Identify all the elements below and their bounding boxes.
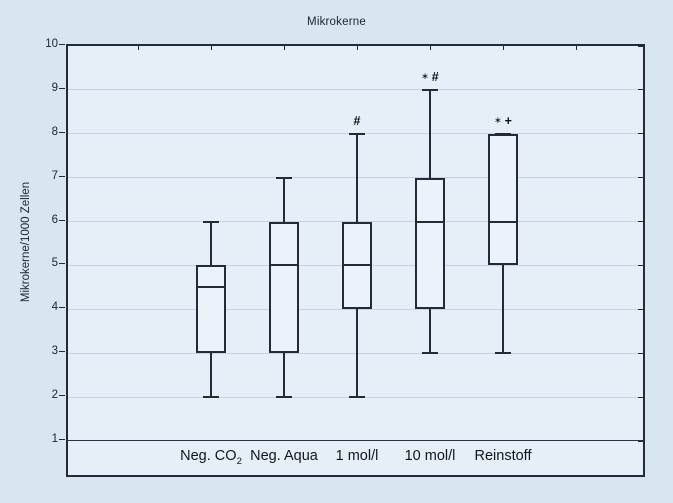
y-tick-mark-right (638, 133, 643, 135)
y-tick-mark-right (638, 308, 643, 310)
whisker-cap (495, 352, 511, 355)
asterisk-mark: ∗ (421, 70, 429, 81)
hash-mark: # (431, 69, 439, 84)
category-label: Neg. Aqua (250, 448, 318, 464)
x-tick-mark-top (502, 46, 504, 50)
y-tick-mark-right (638, 264, 643, 266)
box (196, 265, 226, 354)
chart-title: Mikrokerne (307, 16, 366, 28)
x-tick-mark-top (575, 46, 577, 50)
y-tick-label: 3 (51, 345, 58, 358)
median-line (490, 220, 516, 223)
y-tick-mark-right (638, 352, 643, 354)
subscript: 2 (236, 455, 242, 467)
whisker-cap (422, 88, 438, 91)
median-line (271, 264, 297, 267)
y-tick-mark (59, 44, 65, 45)
y-tick-label: 4 (51, 301, 58, 314)
significance-annotation: ∗ + (473, 112, 533, 128)
category-label: Neg. CO2 (180, 448, 242, 467)
y-tick-mark-right (638, 221, 643, 223)
box (415, 177, 445, 310)
y-tick-label: 6 (51, 213, 58, 226)
x-axis-label-band: Neg. CO2 Neg. Aqua 1 mol/l 10 mol/l Reinstof… (68, 440, 643, 475)
y-tick-label: 8 (51, 125, 58, 138)
x-tick-mark-top (283, 46, 285, 50)
category-label: 1 mol/l (335, 448, 379, 464)
y-tick-label: 10 (45, 38, 58, 50)
y-tick-mark (59, 395, 65, 397)
y-tick-mark-right (638, 89, 643, 91)
x-tick-mark-top (356, 46, 358, 50)
plot-frame: # ∗ # ∗ + Neg. CO2 Neg. Aqua 1 mol/l 10 mol/l Re… (66, 44, 645, 477)
asterisk-mark: ∗ (494, 114, 502, 125)
y-tick-mark (59, 219, 65, 221)
box (269, 221, 299, 354)
gridline (68, 177, 643, 179)
y-tick-mark (59, 439, 65, 440)
median-line (198, 286, 224, 289)
y-tick-mark (59, 307, 65, 309)
whisker-cap (422, 352, 438, 355)
whisker-cap (276, 396, 292, 399)
whisker-cap (349, 132, 365, 135)
gridline (68, 89, 643, 91)
x-tick-mark-top (137, 46, 139, 50)
category-label: 10 mol/l (404, 448, 456, 464)
significance-annotation: ∗ # (400, 68, 460, 84)
significance-annotation: # (327, 112, 387, 128)
gridline (68, 308, 643, 310)
y-tick-label: 1 (51, 433, 58, 445)
y-tick-mark (59, 263, 65, 265)
whisker-cap (276, 176, 292, 179)
y-tick-label: 9 (51, 81, 58, 94)
y-tick-mark (59, 175, 65, 177)
y-axis-label: Mikrokerne/1000 Zellen (20, 181, 32, 303)
y-tick-label: 7 (51, 169, 58, 182)
y-tick-mark-right (638, 396, 643, 398)
whisker-cap (203, 396, 219, 399)
x-tick-mark-top (210, 46, 212, 50)
whisker-cap (203, 220, 219, 223)
y-tick-mark (59, 87, 65, 89)
median-line (417, 220, 443, 223)
y-tick-mark-right (638, 177, 643, 179)
y-tick-label: 5 (51, 257, 58, 270)
median-line (344, 264, 370, 267)
plot-area: # ∗ # ∗ + (68, 45, 643, 442)
y-tick-mark-right (638, 45, 643, 47)
gridline (68, 352, 643, 354)
y-tick-mark (59, 351, 65, 353)
plus-mark: + (504, 113, 512, 128)
y-tick-mark-right (638, 440, 643, 442)
box (488, 133, 518, 266)
x-tick-mark-top (429, 46, 431, 50)
y-tick-label: 2 (51, 389, 58, 402)
whisker-cap (349, 396, 365, 399)
hash-mark: # (353, 113, 361, 128)
category-label: Reinstoff (474, 448, 532, 464)
y-tick-mark (59, 131, 65, 133)
